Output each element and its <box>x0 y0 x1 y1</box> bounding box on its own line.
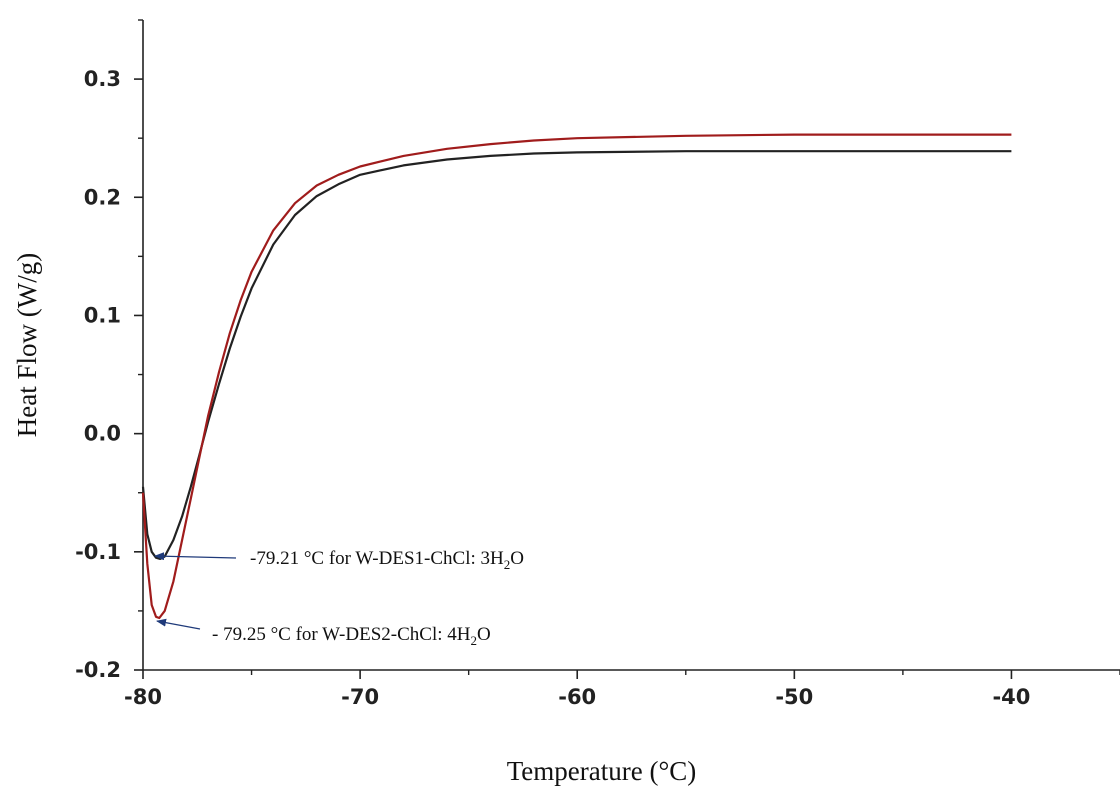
y-tick-label: 0.1 <box>84 303 121 327</box>
y-tick-label: 0.2 <box>84 185 121 209</box>
x-tick-label: -70 <box>341 685 379 709</box>
series-line-2 <box>141 133 1012 620</box>
y-axis-title: Heat Flow (W/g) <box>12 253 42 437</box>
annotation-arrow <box>154 552 237 561</box>
series-line-1 <box>141 150 1012 560</box>
x-tick-label: -60 <box>558 685 596 709</box>
annotation-layer: -79.21 °C for W-DES1-ChCl: 3H2O - 79.25 °… <box>154 548 524 648</box>
y-tick-label: -0.2 <box>75 658 121 682</box>
x-tick-label: -40 <box>992 685 1030 709</box>
y-tick-label: 0.3 <box>84 67 121 91</box>
y-tick-label: 0.0 <box>84 422 121 446</box>
x-axis-title: Temperature (°C) <box>507 756 697 786</box>
annotation-label: -79.21 °C for W-DES1-ChCl: 3H2O <box>250 548 524 572</box>
y-tick-label: -0.1 <box>75 540 121 564</box>
annotation-arrow <box>156 618 201 630</box>
annotation-label: - 79.25 °C for W-DES2-ChCl: 4H2O <box>212 624 491 648</box>
x-tick-label: -80 <box>124 685 162 709</box>
axes: -0.2 -0.1 0.0 0.1 0.2 0.3 -80 -70 -60 -50 -40 <box>75 19 1120 709</box>
x-tick-label: -50 <box>775 685 813 709</box>
series-layer <box>141 133 1012 620</box>
